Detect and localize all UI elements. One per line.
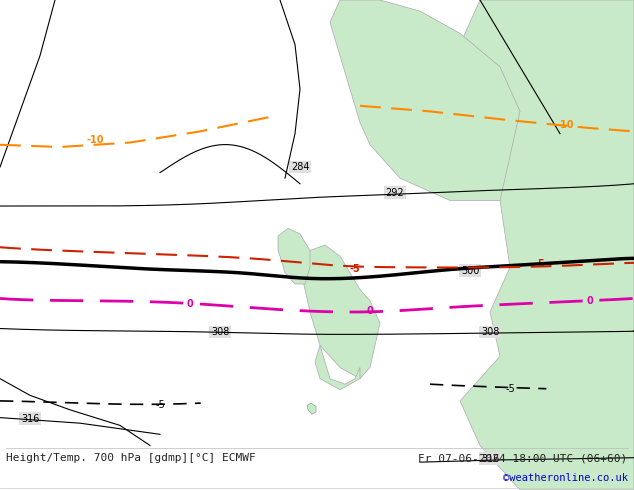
Polygon shape [330, 0, 520, 200]
Text: 308: 308 [211, 327, 229, 337]
Text: 0: 0 [186, 299, 193, 309]
Polygon shape [278, 228, 310, 284]
Polygon shape [307, 403, 316, 414]
Text: 292: 292 [385, 188, 404, 197]
Text: -5: -5 [505, 384, 515, 393]
Text: 308: 308 [481, 327, 499, 337]
Text: Height/Temp. 700 hPa [gdmp][°C] ECMWF: Height/Temp. 700 hPa [gdmp][°C] ECMWF [6, 453, 256, 463]
Text: 316: 316 [21, 414, 39, 424]
Text: Fr 07-06-2024 18:00 UTC (06+60): Fr 07-06-2024 18:00 UTC (06+60) [418, 453, 628, 463]
Text: -5: -5 [349, 265, 360, 274]
Text: 316: 316 [481, 454, 499, 464]
Text: 300: 300 [461, 266, 479, 275]
Polygon shape [300, 245, 380, 379]
Text: -5: -5 [155, 400, 165, 410]
Text: -10: -10 [86, 135, 104, 146]
Text: ©weatheronline.co.uk: ©weatheronline.co.uk [503, 473, 628, 483]
Text: 0: 0 [366, 306, 373, 316]
Text: 0: 0 [586, 295, 593, 306]
Polygon shape [315, 345, 360, 390]
Text: -5: -5 [534, 259, 545, 269]
Polygon shape [450, 0, 634, 490]
Text: -10: -10 [556, 120, 574, 130]
Text: 284: 284 [291, 162, 309, 172]
